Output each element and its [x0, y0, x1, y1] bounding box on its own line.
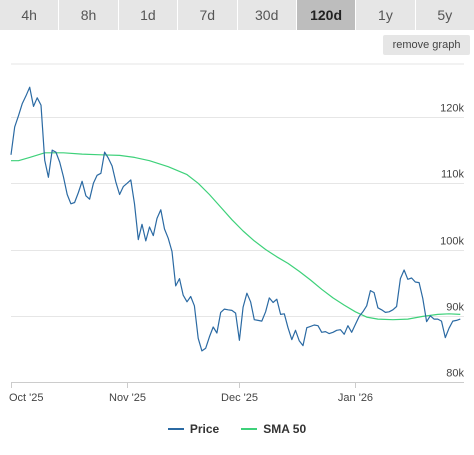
legend-label: Price [189, 422, 220, 436]
tab-1y[interactable]: 1y [356, 0, 416, 30]
legend-item-sma-50[interactable]: SMA 50 [241, 422, 306, 436]
series-line-sma-50 [11, 152, 461, 321]
chart-gridlines [11, 63, 464, 317]
x-tick-label: Oct '25 [9, 392, 44, 404]
legend-item-price[interactable]: Price [167, 422, 220, 436]
x-tick-label: Dec '25 [221, 392, 258, 404]
remove-graph-button[interactable]: remove graph [383, 35, 470, 55]
legend-swatch [241, 428, 258, 430]
x-tick-label: Jan '26 [338, 392, 373, 404]
tab-30d[interactable]: 30d [237, 0, 297, 30]
y-tick-label: 110k [441, 169, 465, 181]
tab-120d[interactable]: 120d [296, 0, 357, 30]
y-tick-label: 90k [446, 302, 464, 314]
y-tick-label: 120k [440, 103, 464, 115]
tab-4h[interactable]: 4h [0, 0, 60, 30]
y-tick-label: 80k [446, 368, 464, 380]
tab-1d[interactable]: 1d [118, 0, 179, 30]
y-tick-label: 100k [440, 236, 464, 248]
chart-series [10, 86, 461, 352]
legend-label: SMA 50 [263, 422, 307, 436]
time-range-tabs: 4h 8h 1d 7d 30d 120d 1y 5y [0, 0, 474, 30]
tab-5y[interactable]: 5y [415, 0, 474, 30]
chart-legend: Price SMA 50 [0, 418, 474, 440]
x-tick-label: Nov '25 [109, 392, 146, 404]
tab-7d[interactable]: 7d [178, 0, 238, 30]
series-line-price [10, 86, 461, 352]
legend-swatch [167, 428, 184, 430]
chart-axes: 80k 90k 100k 110k 120k Oct '25 Nov '25 Dec '25 J… [9, 103, 464, 405]
tab-8h[interactable]: 8h [59, 0, 119, 30]
